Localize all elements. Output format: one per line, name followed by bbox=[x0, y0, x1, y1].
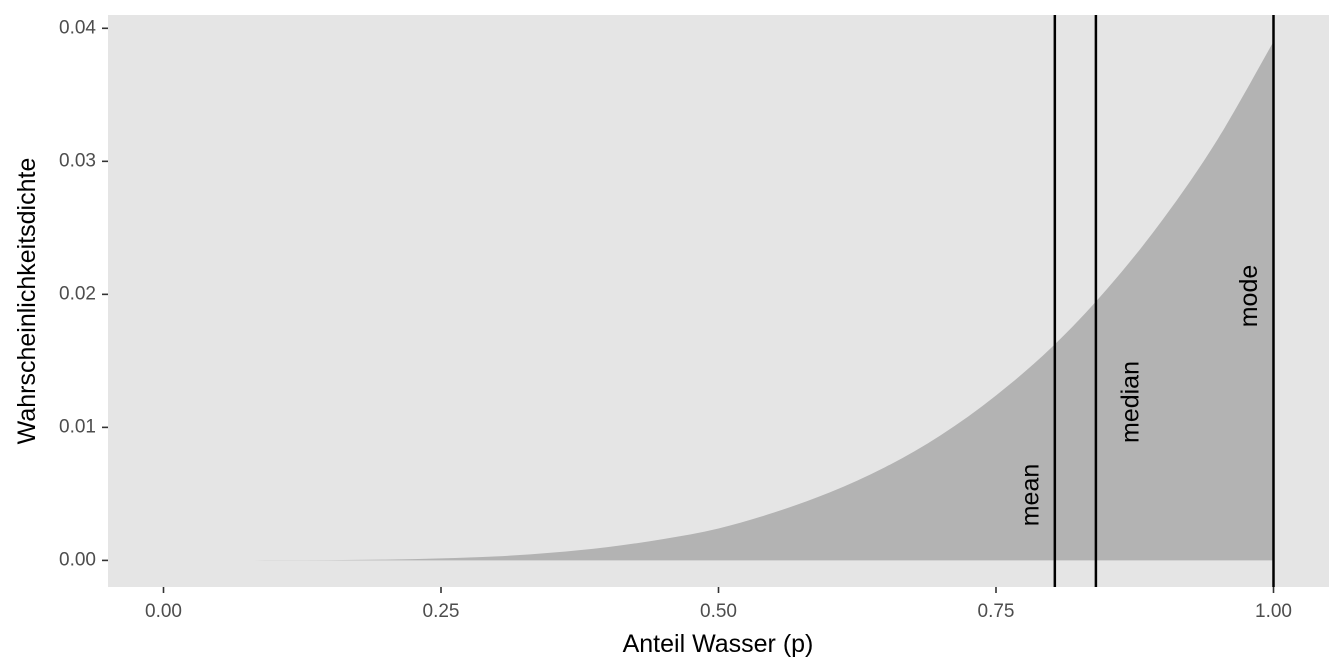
x-tick-label: 0.75 bbox=[978, 601, 1015, 622]
y-tick-label: 0.01 bbox=[59, 416, 96, 437]
x-tick-label: 0.00 bbox=[145, 601, 182, 622]
y-axis-title: Wahrscheinlichkeitsdichte bbox=[13, 158, 41, 445]
y-tick-label: 0.02 bbox=[59, 283, 96, 304]
vline-label-mode: mode bbox=[1235, 265, 1263, 328]
density-area bbox=[163, 41, 1274, 561]
vline-label-mean: mean bbox=[1016, 464, 1044, 527]
y-tick-label: 0.03 bbox=[59, 150, 96, 171]
x-tick-label: 1.00 bbox=[1255, 601, 1292, 622]
x-axis-title: Anteil Wasser (p) bbox=[623, 630, 814, 658]
x-tick-label: 0.25 bbox=[423, 601, 460, 622]
y-tick-label: 0.00 bbox=[59, 549, 96, 570]
y-tick-label: 0.04 bbox=[59, 17, 96, 38]
vline-label-median: median bbox=[1117, 361, 1145, 443]
x-tick-label: 0.50 bbox=[700, 601, 737, 622]
